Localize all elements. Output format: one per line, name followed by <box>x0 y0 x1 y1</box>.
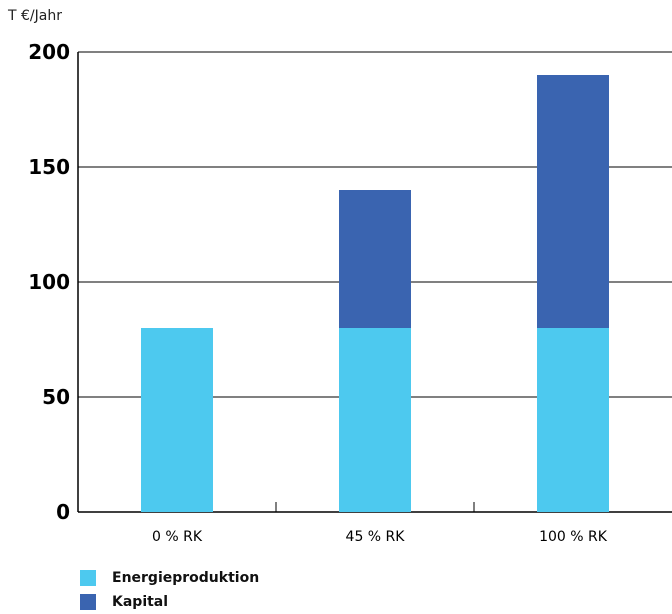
legend-swatch-energieproduktion <box>80 570 96 586</box>
legend-item-kapital: Kapital <box>80 590 259 614</box>
y-tick-label-200: 200 <box>28 40 70 64</box>
y-tick-label-50: 50 <box>42 385 70 409</box>
bar-chart: 0 50 100 150 200 0 % RK 45 % RK 100 % RK <box>28 40 672 545</box>
legend-item-energieproduktion: Energieproduktion <box>80 566 259 590</box>
x-tick-label-0: 0 % RK <box>152 529 203 545</box>
y-axis-unit-label: T €/Jahr <box>8 8 62 24</box>
legend-label-energieproduktion: Energieproduktion <box>112 570 260 586</box>
bar-kapital-2 <box>537 75 609 328</box>
y-tick-label-150: 150 <box>28 155 70 179</box>
x-tick-label-2: 100 % RK <box>539 529 608 545</box>
legend-label-kapital: Kapital <box>112 594 169 610</box>
bar-energieproduktion-0 <box>141 328 213 512</box>
bar-energieproduktion-2 <box>537 328 609 512</box>
x-tick-label-1: 45 % RK <box>346 529 406 545</box>
legend-swatch-kapital <box>80 594 96 610</box>
legend: Energieproduktion Kapital <box>80 566 259 614</box>
bar-energieproduktion-1 <box>339 328 411 512</box>
y-tick-label-100: 100 <box>28 270 70 294</box>
y-tick-label-0: 0 <box>56 500 70 524</box>
bar-kapital-1 <box>339 190 411 328</box>
